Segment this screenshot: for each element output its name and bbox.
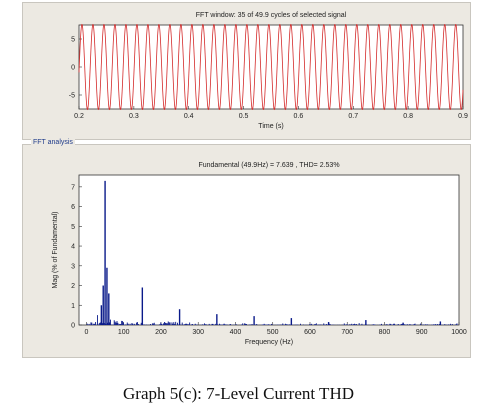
fft-y-tick-label: 3	[71, 263, 75, 270]
fft-y-tick-label: 5	[71, 224, 75, 231]
fft-y-tick-label: 7	[71, 184, 75, 191]
fft-x-tick-label: 500	[267, 329, 279, 336]
fft-x-tick-label: 200	[155, 329, 167, 336]
fft-y-tick-label: 2	[71, 283, 75, 290]
signal-x-tick-label: 0.4	[184, 113, 194, 120]
signal-y-tick-label: 0	[71, 65, 75, 72]
signal-x-label: Time (s)	[258, 123, 283, 130]
signal-x-tick-label: 0.3	[129, 113, 139, 120]
signal-y-tick-label: -5	[69, 93, 75, 100]
fft-y-tick-label: 4	[71, 244, 75, 251]
signal-title: FFT window: 35 of 49.9 cycles of selecte…	[196, 12, 347, 19]
signal-y-tick-label: 5	[71, 37, 75, 44]
signal-x-tick-label: 0.8	[403, 113, 413, 120]
fft-x-tick-label: 400	[230, 329, 242, 336]
fft-y-label: Mag (% of Fundamental)	[52, 211, 59, 288]
fft-axes-box	[78, 174, 460, 326]
signal-x-tick-label: 0.7	[348, 113, 358, 120]
fft-x-tick-label: 900	[416, 329, 428, 336]
signal-x-tick-label: 0.2	[74, 113, 84, 120]
signal-panel: FFT window: 35 of 49.9 cycles of selecte…	[22, 2, 471, 140]
fft-x-tick-label: 800	[379, 329, 391, 336]
signal-axes-box	[78, 24, 464, 110]
figure-caption: Graph 5(c): 7-Level Current THD	[123, 384, 354, 403]
fft-x-label: Frequency (Hz)	[245, 339, 293, 346]
fft-y-tick-label: 0	[71, 323, 75, 330]
fft-x-tick-label: 700	[341, 329, 353, 336]
fft-x-tick-label: 600	[304, 329, 316, 336]
fft-y-tick-label: 1	[71, 303, 75, 310]
signal-x-tick-label: 0.6	[294, 113, 304, 120]
fft-plot: Fundamental (49.9Hz) = 7.639 , THD= 2.53…	[52, 162, 467, 346]
fft-x-tick-label: 300	[192, 329, 204, 336]
signal-plot: FFT window: 35 of 49.9 cycles of selecte…	[69, 12, 468, 130]
signal-line	[78, 23, 464, 111]
fft-x-tick-label: 1000	[451, 329, 467, 336]
fft-y-tick-label: 6	[71, 204, 75, 211]
fft-panel-label: FFT analysis	[31, 139, 75, 146]
fft-x-tick-label: 100	[118, 329, 130, 336]
fft-x-tick-label: 0	[84, 329, 88, 336]
fft-panel: FFT analysis Fundamental (49.9Hz) = 7.63…	[22, 139, 471, 358]
fft-title: Fundamental (49.9Hz) = 7.639 , THD= 2.53…	[198, 162, 339, 169]
signal-x-tick-label: 0.9	[458, 113, 468, 120]
signal-x-tick-label: 0.5	[239, 113, 249, 120]
